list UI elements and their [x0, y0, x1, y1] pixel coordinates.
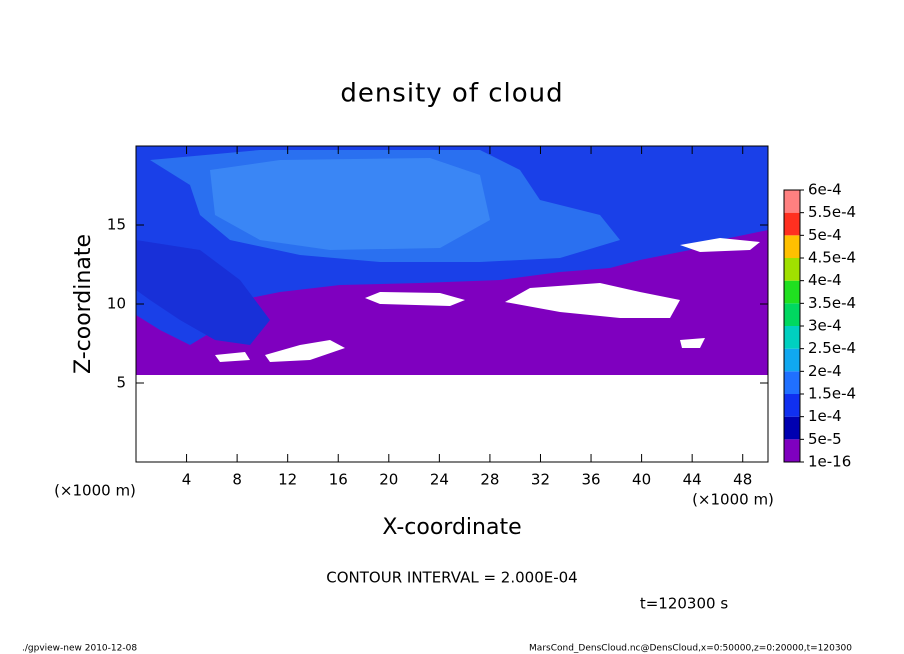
contour-hole — [680, 238, 760, 252]
colorbar-segment — [784, 348, 800, 372]
x-tick-label: 48 — [733, 471, 752, 489]
y-tick-label: 5 — [116, 374, 126, 392]
footer-right: MarsCond_DensCloud.nc@DensCloud,x=0:5000… — [529, 644, 852, 654]
colorbar-segment — [784, 212, 800, 236]
colorbar-segment — [784, 439, 800, 462]
contour-hole — [365, 292, 465, 306]
colorbar-label: 1e-4 — [808, 407, 842, 425]
colorbar-label: 1e-16 — [808, 453, 851, 471]
colorbar-segment — [784, 280, 800, 304]
contour-interval: CONTOUR INTERVAL = 2.000E-04 — [326, 569, 577, 587]
x-tick-label: 44 — [683, 471, 702, 489]
contour-hole — [505, 283, 680, 318]
colorbar-label: 1.5e-4 — [808, 385, 856, 403]
x-tick-label: 4 — [182, 471, 192, 489]
x-tick-label: 40 — [632, 471, 651, 489]
colorbar-segment — [784, 303, 800, 326]
contour-hole — [265, 340, 345, 362]
colorbar-label: 6e-4 — [808, 181, 842, 199]
colorbar-label: 2.5e-4 — [808, 339, 856, 357]
y-unit-label: (×1000 m) — [54, 482, 136, 500]
y-tick-label: 15 — [107, 216, 126, 234]
colorbar-label: 5e-4 — [808, 226, 842, 244]
y-axis-label: Z-coordinate — [71, 234, 96, 374]
x-tick-label: 28 — [480, 471, 499, 489]
contour-fill — [136, 240, 270, 345]
colorbar-segment — [784, 190, 800, 213]
colorbar-label: 5.5e-4 — [808, 203, 856, 221]
x-tick-label: 36 — [581, 471, 600, 489]
x-tick-label: 12 — [278, 471, 297, 489]
contour-fill — [210, 158, 490, 250]
footer-left: ./gpview-new 2010-12-08 — [22, 644, 137, 654]
colorbar-segment — [784, 326, 800, 349]
colorbar-segment — [784, 235, 800, 258]
chart-title: density of cloud — [340, 79, 563, 109]
colorbar-label: 4.5e-4 — [808, 249, 856, 267]
contour-field — [136, 146, 768, 375]
x-tick-label: 8 — [232, 471, 242, 489]
y-tick-label: 10 — [107, 295, 126, 313]
colorbar-label: 3e-4 — [808, 317, 842, 335]
colorbar-label: 5e-5 — [808, 430, 842, 448]
x-axis-label: X-coordinate — [382, 515, 521, 540]
x-tick-label: 16 — [329, 471, 348, 489]
colorbar-segment — [784, 416, 800, 440]
colorbar-label: 4e-4 — [808, 271, 842, 289]
time-label: t=120300 s — [640, 595, 728, 613]
colorbar-segment — [784, 371, 800, 394]
x-tick-label: 32 — [531, 471, 550, 489]
x-tick-label: 20 — [379, 471, 398, 489]
x-unit-label: (×1000 m) — [692, 491, 774, 509]
colorbar-segment — [784, 394, 800, 417]
contour-hole — [680, 338, 705, 348]
contour-hole — [215, 352, 250, 362]
x-tick-label: 24 — [430, 471, 449, 489]
colorbar-label: 2e-4 — [808, 362, 842, 380]
colorbar-segment — [784, 258, 800, 281]
colorbar-label: 3.5e-4 — [808, 294, 856, 312]
